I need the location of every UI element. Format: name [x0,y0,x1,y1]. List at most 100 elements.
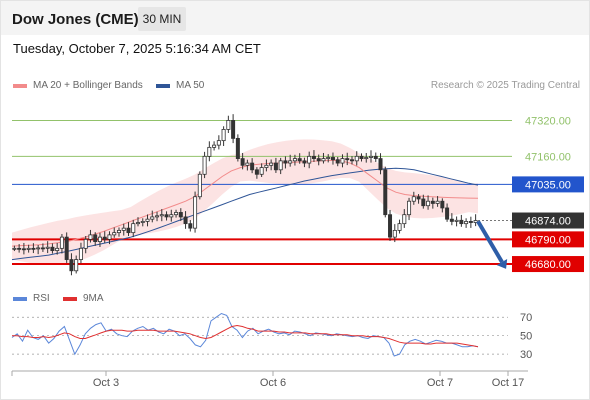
legend-rsi-label: RSI [33,293,50,304]
level-46680.00: 46680.00 [12,256,584,273]
candle-body [464,221,469,225]
candle-body [107,234,112,240]
candle-body [12,247,17,250]
candle-body [193,196,198,229]
time-axis: Oct 3 Oct 6 Oct 7 Oct 17 [11,370,528,389]
candle-body [307,155,312,164]
candle-body [121,227,126,231]
candle-body [340,158,345,164]
candle-body [330,157,335,161]
candle-body [326,157,331,159]
candle-body [50,246,55,251]
candle-body [416,196,421,200]
forecast-arrow-head [496,258,508,269]
rsi-swatch [13,296,27,301]
rsi-tick-label: 50 [520,331,532,343]
candle-body [449,218,454,222]
candle-body [221,129,226,142]
candle-body [26,247,31,250]
candle-body [292,158,297,162]
candle-body [102,236,107,240]
candle-body [459,219,464,225]
time-tick-label: Oct 7 [427,377,453,389]
candle-body [468,221,473,223]
legend-rsi: RSI [13,293,50,304]
candle-body [83,238,88,249]
time-tick-label: Oct 17 [492,377,524,389]
candle-body [473,220,478,223]
candle-body [169,214,174,218]
candle-body [321,158,326,162]
level-47160.00: 47160.00 [12,151,571,163]
candle-body [254,169,259,175]
candle-body [235,137,240,159]
rsi-tick-label: 70 [520,312,532,324]
level-label: 47320.00 [525,115,571,127]
candle-body [188,223,193,229]
instrument-title: Dow Jones (CME) [12,11,139,28]
candle-body [435,200,440,204]
candle-body [259,167,264,175]
candle-body [245,162,250,166]
time-tick-label: Oct 3 [93,377,119,389]
candle-body [97,236,102,243]
header-bar: Dow Jones (CME) 30 MIN [1,1,589,35]
candle-body [17,247,22,250]
candle-body [174,212,179,216]
credit-text: Research © 2025 Trading Central [430,80,580,91]
legend-ma50: MA 50 [156,80,204,91]
timestamp: Tuesday, October 7, 2025 5:16:34 AM CET [13,41,261,56]
support-tag [512,256,584,273]
candle-body [421,198,426,207]
candle-body [197,173,202,198]
candle-body [93,234,98,243]
candle-body [250,162,255,171]
rsi-panel: 70 50 30 [11,312,532,361]
candle-body [378,158,383,171]
candle-body [136,222,141,225]
interval-button[interactable]: 30 MIN [138,7,186,31]
candle-body [264,164,269,168]
candle-body [207,146,212,157]
candle-body [283,160,288,164]
candle-body [155,215,160,218]
candle-body [349,159,354,162]
candle-body [278,160,283,171]
candle-body [297,158,302,162]
candle-body [116,229,121,234]
candle-body [216,140,221,146]
candle-body [36,247,41,250]
candle-body [454,219,459,222]
candle-body [359,155,364,159]
level-label: 47035.00 [525,179,571,191]
forecast-arrow-shaft [476,220,504,264]
candle-body [240,158,245,166]
last-price-tag [512,212,584,229]
rsi-ma-line [12,324,479,348]
candle-body [440,200,445,209]
level-label: 47160.00 [525,151,571,163]
legend-bollinger-label: MA 20 + Bollinger Bands [33,80,143,91]
candle-body [212,144,217,148]
candle-body [430,200,435,204]
candle-body [31,247,36,250]
time-tick-label: Oct 6 [260,377,286,389]
candle-body [383,169,388,216]
level-46874.00: 46874.00 [478,212,584,229]
legend-rsi-ma: 9MA [63,293,104,304]
candle-body [269,162,274,166]
bollinger-swatch [13,83,27,88]
candle-body [45,246,50,249]
candle-body [354,155,359,162]
candle-body [397,223,402,231]
candle-body [202,155,207,175]
candle-body [140,221,145,223]
candle-body [40,247,45,250]
level-label: 46680.00 [525,259,571,271]
candle-body [59,236,64,249]
candle-body [74,259,79,272]
candle-body [183,216,188,225]
candle-body [64,236,69,260]
legend-bollinger: MA 20 + Bollinger Bands [13,80,143,91]
